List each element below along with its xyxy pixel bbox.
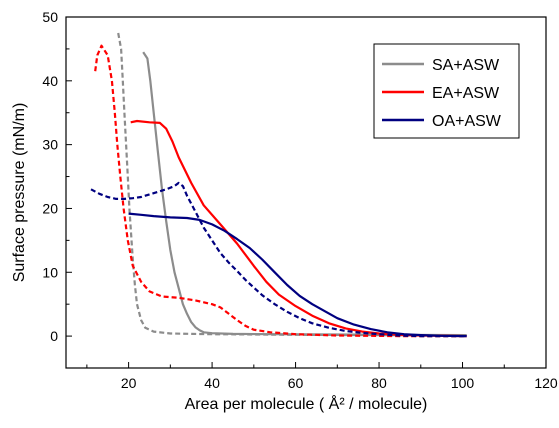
series-line-1 — [142, 51, 467, 337]
legend-label: SA+ASW — [432, 57, 500, 74]
x-tick-label: 40 — [204, 375, 220, 391]
series-line-4-dashed — [94, 44, 463, 338]
y-tick-label: 20 — [42, 200, 58, 216]
series-line-6-dashed — [90, 181, 467, 338]
axis-ticks: 20 40 60 80 100 120 0 10 20 30 40 50 — [42, 9, 557, 391]
plot-frame — [65, 16, 547, 369]
y-tick-label: 30 — [42, 137, 58, 153]
y-tick-label: 0 — [50, 328, 58, 344]
y-tick-label: 50 — [42, 9, 58, 25]
x-tick-label: 80 — [371, 375, 387, 391]
series-line-3 — [130, 119, 467, 338]
legend-label: OA+ASW — [432, 113, 502, 130]
legend-label: EA+ASW — [432, 85, 500, 102]
x-tick-label: 100 — [451, 375, 475, 391]
x-tick-label: 120 — [534, 375, 558, 391]
chart-marks — [90, 32, 467, 338]
legend: SA+ASW EA+ASW OA+ASW — [373, 43, 520, 139]
x-tick-label: 60 — [288, 375, 304, 391]
series-line-5 — [128, 212, 467, 338]
y-tick-label: 40 — [42, 73, 58, 89]
y-tick-label: 10 — [42, 264, 58, 280]
x-axis-label: Area per molecule ( Å² / molecule) — [185, 394, 428, 413]
y-axis-label: Surface pressure (mN/m) — [11, 103, 28, 283]
series-line-2-dashed — [117, 32, 463, 337]
x-tick-label: 20 — [121, 375, 137, 391]
